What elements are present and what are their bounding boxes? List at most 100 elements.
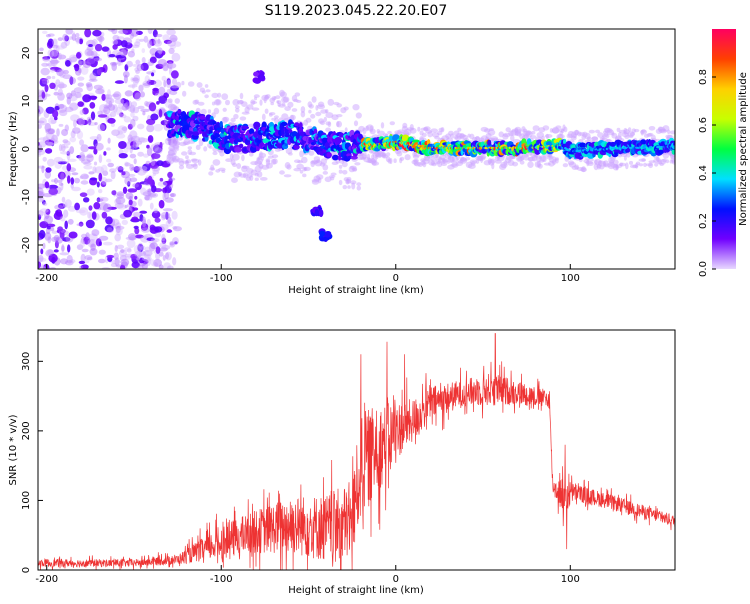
spectrogram-cell <box>169 242 175 248</box>
spectrogram-cell <box>134 41 141 47</box>
spectrogram-cell <box>104 178 113 183</box>
spectrogram-cell <box>68 93 78 102</box>
spectrogram-cell <box>71 186 81 192</box>
spectrogram-cell <box>62 33 68 42</box>
spectrogram-cell <box>318 209 324 218</box>
spectrogram-cell <box>124 256 131 260</box>
spectrogram-cell <box>38 165 46 169</box>
spectrogram-cell <box>319 120 326 126</box>
spectrogram-cell <box>151 185 157 193</box>
spectrogram-cell <box>67 158 77 162</box>
spectrogram-cell <box>38 117 47 126</box>
spectrogram-cell <box>276 100 282 105</box>
spectrogram-cell <box>591 136 599 143</box>
spectrogram-cell <box>116 193 125 199</box>
spectrogram-cell <box>45 208 51 215</box>
spectrogram-cell <box>38 137 49 141</box>
spectrogram-cell <box>67 175 71 184</box>
spectrogram-cell <box>93 148 98 155</box>
spectrogram-cell <box>107 29 116 32</box>
spectrogram-cell <box>625 162 629 170</box>
spectrogram-cell <box>172 143 180 150</box>
spectrogram-cell <box>115 222 122 229</box>
spectrogram-cell <box>46 56 51 60</box>
spectrogram-cell <box>380 122 385 129</box>
spectrogram-cell <box>232 153 240 161</box>
spectrogram-cell <box>133 244 142 254</box>
spectrogram-cell <box>586 136 592 141</box>
spectrogram-cell <box>78 260 86 265</box>
spectrogram-cell <box>90 50 98 58</box>
spectrogram-cell <box>172 237 179 246</box>
spectrogram-cell <box>219 150 225 157</box>
spectrogram-cell <box>303 166 311 172</box>
spectrogram-cell <box>114 257 120 266</box>
spectrogram-cell <box>64 140 71 146</box>
spectrogram-cell <box>182 90 187 97</box>
snr-x-tick-label: -200 <box>35 574 58 585</box>
spectrogram-cell <box>98 241 102 246</box>
spectrogram-cell <box>142 262 148 269</box>
spectrogram-cell <box>92 29 102 37</box>
spectrogram-cell <box>93 161 98 166</box>
spectrogram-cell <box>181 151 188 156</box>
spectrogram-x-tick-label: 100 <box>561 273 580 284</box>
spectrogram-cell <box>138 84 144 92</box>
spectrogram-cell <box>88 205 93 211</box>
spectrogram-cell <box>48 60 52 69</box>
spectrogram-cell <box>64 106 74 113</box>
spectrogram-cell <box>208 171 214 176</box>
spectrogram-cell <box>142 163 151 172</box>
spectrogram-cell <box>430 128 439 133</box>
spectrogram-cell <box>131 44 140 49</box>
spectrogram-cell <box>122 186 128 194</box>
spectrogram-cell <box>171 70 179 79</box>
spectrogram-cell <box>47 128 56 135</box>
spectrogram-cell <box>66 96 72 105</box>
spectrogram-cell <box>413 158 419 163</box>
spectrogram-cell <box>122 29 133 35</box>
spectrogram-cell <box>38 148 46 156</box>
spectrogram-cell <box>341 161 348 168</box>
spectrogram-cell <box>404 154 411 161</box>
spectrogram-cell <box>195 144 201 150</box>
spectrogram-y-tick-label: 20 <box>21 47 32 60</box>
spectrogram-cell <box>151 167 160 172</box>
spectrogram-cell <box>119 114 127 119</box>
spectrogram-cell <box>148 162 158 167</box>
spectrogram-cell <box>120 264 126 269</box>
spectrogram-cell <box>86 188 95 196</box>
spectrogram-cell <box>450 133 455 139</box>
spectrogram-cell <box>94 43 103 52</box>
spectrogram-cell <box>354 162 361 166</box>
spectrogram-cell <box>465 157 471 161</box>
spectrogram-cell <box>66 92 73 100</box>
spectrogram-cell <box>130 145 135 151</box>
spectrogram-cell <box>85 219 95 229</box>
snr-frame <box>37 329 676 571</box>
spectrogram-cell <box>94 142 104 151</box>
spectrogram-cell <box>130 140 137 148</box>
spectrogram-cell <box>197 159 202 166</box>
spectrogram-cell <box>76 118 84 125</box>
spectrogram-cell <box>409 127 417 134</box>
spectrogram-cell <box>82 61 91 68</box>
spectrogram-cell <box>83 165 93 170</box>
spectrogram-cell <box>343 106 349 111</box>
spectrogram-cell <box>162 34 170 42</box>
spectrogram-cell <box>70 114 80 122</box>
spectrogram-cell <box>212 159 221 166</box>
spectrogram-cell <box>60 258 68 265</box>
spectrogram-cell <box>136 63 144 72</box>
spectrogram-cell <box>38 187 44 197</box>
spectrogram-cell <box>272 158 278 165</box>
spectrogram-x-tick-label: -100 <box>210 273 233 284</box>
spectrogram-cell <box>91 38 98 47</box>
spectrogram-cell <box>163 80 167 88</box>
spectrogram-cell <box>81 248 89 253</box>
spectrogram-cell <box>241 154 245 162</box>
spectrogram-cell <box>77 76 85 81</box>
spectrogram-cell <box>114 202 125 209</box>
spectrogram-cell <box>114 225 125 230</box>
spectrogram-cell <box>133 74 141 84</box>
